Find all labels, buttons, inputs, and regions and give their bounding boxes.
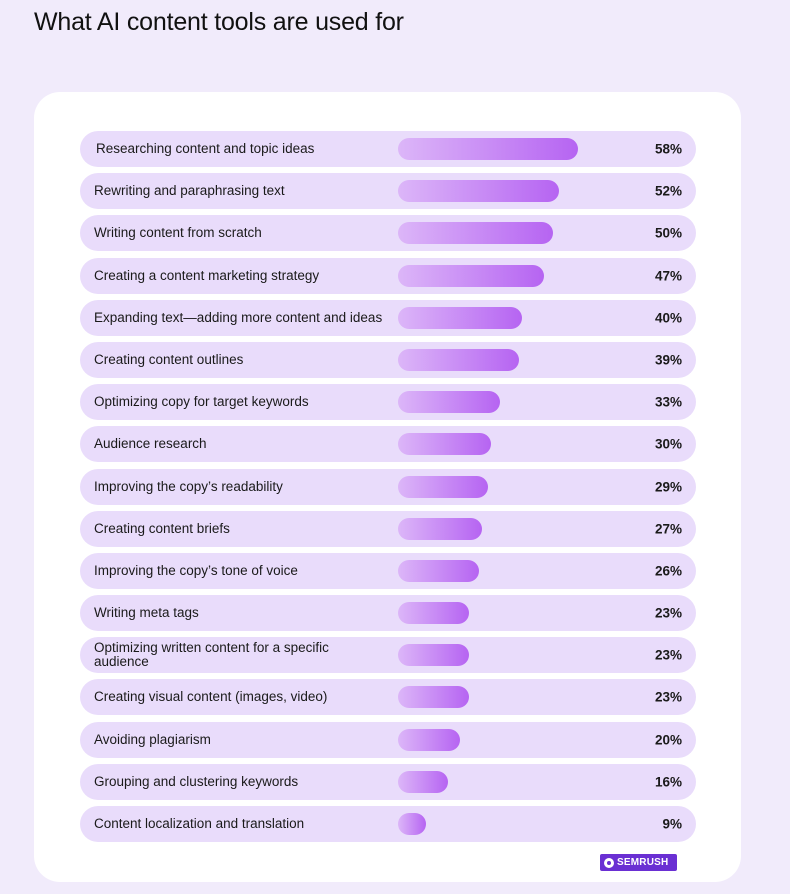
category-label: Expanding text—adding more content and i… <box>94 309 383 325</box>
category-label: Improving the copy’s tone of voice <box>94 562 298 578</box>
value-label: 26% <box>654 563 682 579</box>
value-label: 9% <box>662 816 682 832</box>
bar <box>398 602 469 625</box>
category-label: Optimizing written content for a specifi… <box>94 640 329 670</box>
value-label: 23% <box>654 647 682 663</box>
category-label: Audience research <box>94 436 207 452</box>
value-label: 40% <box>654 310 682 326</box>
value-label: 16% <box>654 774 682 790</box>
logo-text: SEMRUSH <box>617 857 669 868</box>
category-label: Writing meta tags <box>94 605 199 621</box>
chart-row: Content localization and translation 9% <box>80 806 696 842</box>
category-label: Improving the copy’s readability <box>94 478 283 494</box>
bar <box>398 264 544 287</box>
bar <box>398 475 488 498</box>
value-label: 29% <box>654 479 682 494</box>
bar <box>398 644 469 667</box>
chart-row: Rewriting and paraphrasing text 52% <box>80 173 696 210</box>
category-label: Optimizing copy for target keywords <box>94 394 309 410</box>
bar <box>398 686 469 709</box>
chart-row: Optimizing written content for a specifi… <box>80 637 696 674</box>
bar <box>398 770 448 793</box>
category-label: Creating visual content (images, video) <box>94 689 328 705</box>
chart-row: Improving the copy’s tone of voice 26% <box>80 552 696 589</box>
chart-row: Optimizing copy for target keywords 33% <box>80 384 696 421</box>
category-label: Grouping and clustering keywords <box>94 773 299 789</box>
category-label: Creating a content marketing strategy <box>94 267 320 283</box>
chart-row: Creating a content marketing strategy 47% <box>80 257 696 294</box>
value-label: 20% <box>654 732 682 748</box>
chart-row: Grouping and clustering keywords 16% <box>80 763 696 800</box>
bar <box>398 138 578 160</box>
semrush-logo: SEMRUSH <box>600 854 677 871</box>
category-label: Writing content from scratch <box>94 225 262 241</box>
chart-row: Researching content and topic ideas 58% <box>80 131 696 167</box>
chart-row: Creating content briefs 27% <box>80 510 696 547</box>
category-label: Content localization and translation <box>94 816 305 831</box>
category-label: Creating content outlines <box>94 351 244 367</box>
value-label: 39% <box>654 352 682 368</box>
value-label: 23% <box>654 605 682 621</box>
category-label: Researching content and topic ideas <box>96 141 315 156</box>
chart-row: Expanding text—adding more content and i… <box>80 299 696 336</box>
category-label: Rewriting and paraphrasing text <box>94 183 285 199</box>
value-label: 58% <box>654 141 682 157</box>
bar <box>398 559 479 582</box>
bar <box>398 517 482 540</box>
chart-row: Writing meta tags 23% <box>80 595 696 632</box>
chart-row: Avoiding plagiarism 20% <box>80 721 696 758</box>
value-label: 47% <box>654 268 682 284</box>
semrush-logo-icon <box>604 857 614 868</box>
bar <box>398 180 559 203</box>
value-label: 30% <box>654 436 682 452</box>
bar <box>398 391 500 414</box>
category-label: Avoiding plagiarism <box>94 731 211 747</box>
chart-row: Audience research 30% <box>80 426 696 463</box>
page-title: What AI content tools are used for <box>34 8 404 36</box>
chart-row: Improving the copy’s readability 29% <box>80 468 696 505</box>
chart-row: Creating visual content (images, video) 2… <box>80 679 696 716</box>
bar <box>398 813 426 835</box>
bar <box>398 728 460 751</box>
bar <box>398 433 491 456</box>
value-label: 23% <box>654 689 682 705</box>
category-label: Creating content briefs <box>94 520 230 536</box>
bar <box>398 222 553 245</box>
value-label: 27% <box>654 521 682 537</box>
value-label: 33% <box>654 394 682 410</box>
value-label: 50% <box>654 225 682 241</box>
bar <box>398 348 519 371</box>
chart-row: Creating content outlines 39% <box>80 341 696 378</box>
chart-row: Writing content from scratch 50% <box>80 215 696 252</box>
bar <box>398 306 522 329</box>
value-label: 52% <box>654 183 682 199</box>
bar-chart: Researching content and topic ideas 58% Re… <box>80 131 696 848</box>
